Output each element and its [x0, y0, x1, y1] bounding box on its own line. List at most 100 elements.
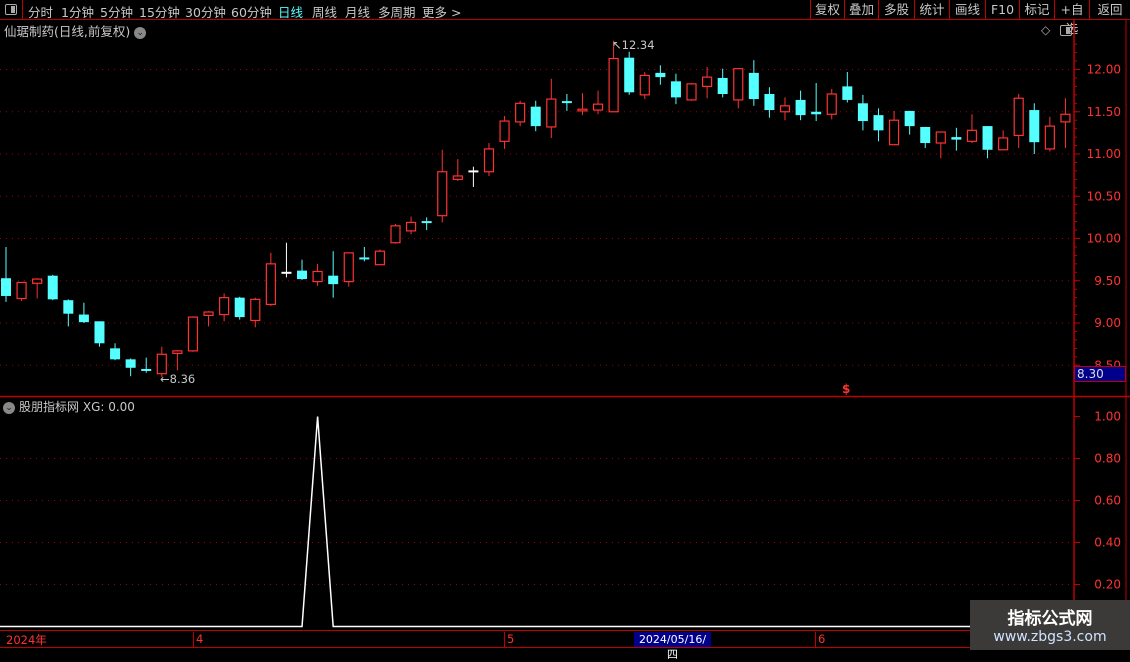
- chevron-down-icon[interactable]: ⌄: [134, 26, 147, 39]
- overlay-button[interactable]: 叠加: [844, 0, 878, 19]
- candle-body-up: [966, 129, 978, 142]
- draw-line-button[interactable]: 画线: [949, 0, 985, 19]
- period-tab-weekly[interactable]: 周线: [312, 5, 338, 20]
- period-tab-60min[interactable]: 60分钟: [231, 5, 272, 20]
- candle-body-down: [1, 278, 11, 296]
- candle-body-up: [686, 83, 697, 101]
- indicator-title[interactable]: ⌄ 股朋指标网 XG: 0.00: [3, 398, 135, 415]
- restore-rights-button[interactable]: 复权: [810, 0, 844, 19]
- date-label-year: 2024年: [6, 633, 47, 647]
- high-price-value: 12.34: [621, 38, 655, 52]
- candle-body-up: [1044, 125, 1055, 150]
- candle-body-down: [748, 72, 759, 100]
- candle-body-up: [452, 175, 463, 180]
- candle-body-up: [483, 148, 495, 173]
- candle-body-down: [857, 103, 868, 122]
- candle-body-down: [764, 94, 775, 111]
- candle-body-up: [779, 105, 791, 113]
- candle-body-down: [125, 359, 136, 368]
- period-tab-15min[interactable]: 15分钟: [139, 5, 180, 20]
- period-tab-30min[interactable]: 30分钟: [185, 5, 226, 20]
- price-axis-label: 10.00: [1087, 232, 1121, 246]
- period-tab-monthly[interactable]: 月线: [345, 5, 371, 20]
- period-tab-fenshi[interactable]: 分时: [28, 5, 54, 20]
- period-tab-5min[interactable]: 5分钟: [100, 5, 133, 20]
- candle-body-down: [670, 81, 681, 98]
- stock-name-label: 仙琚制药(日线,前复权): [4, 24, 131, 39]
- candle-body-up: [546, 98, 557, 128]
- candle-body-up: [935, 131, 946, 144]
- candle-body-up: [701, 76, 713, 88]
- watermark: 指标公式网 www.zbgs3.com: [970, 600, 1130, 650]
- candle-body-up: [405, 221, 417, 232]
- indicator-axis-label: 0.40: [1094, 536, 1121, 550]
- candle-body-down: [63, 300, 74, 314]
- candle-body-up: [592, 103, 604, 111]
- price-axis-label: 9.00: [1094, 316, 1121, 330]
- candle-body-up: [499, 120, 510, 142]
- candle-body-down: [328, 275, 339, 285]
- candle-body-up: [515, 102, 526, 123]
- candle-body-up: [16, 281, 27, 300]
- high-price-marker: ↖12.34: [612, 38, 655, 52]
- period-tab-1min[interactable]: 1分钟: [61, 5, 94, 20]
- candle-body-down: [1029, 110, 1040, 143]
- low-price-marker: ←8.36: [160, 372, 196, 386]
- back-button[interactable]: 返回: [1089, 0, 1130, 19]
- candle-body-up: [608, 57, 619, 113]
- watermark-url: www.zbgs3.com: [993, 629, 1107, 645]
- chart-title[interactable]: 仙琚制药(日线,前复权) ⌄: [4, 21, 147, 40]
- period-tab-multi[interactable]: 多周期: [378, 5, 416, 20]
- period-tab-daily[interactable]: 日线: [278, 5, 304, 20]
- price-axis-label: 11.50: [1087, 105, 1121, 119]
- candle-body-up: [172, 350, 183, 355]
- date-axis: 2024年 4 5 6 2024/05/16/四: [0, 630, 1074, 661]
- price-axis-label: 11.00: [1087, 147, 1121, 161]
- candle-body-up: [998, 137, 1009, 151]
- panel-toggle-icon[interactable]: [0, 0, 23, 19]
- candle-body-up: [265, 263, 276, 306]
- indicator-axis-label: 0.60: [1094, 494, 1121, 508]
- candle-body-down: [982, 126, 993, 150]
- candle-body-up: [639, 74, 650, 96]
- mark-button[interactable]: 标记: [1019, 0, 1054, 19]
- period-tab-more[interactable]: 更多 >: [422, 5, 462, 20]
- statistics-button[interactable]: 统计: [914, 0, 949, 19]
- candle-body-up: [156, 353, 167, 375]
- candle-body-down: [904, 110, 915, 127]
- candle-body-down: [795, 99, 806, 116]
- price-axis-label: 12.00: [1087, 63, 1121, 77]
- candle-body-down: [94, 321, 105, 344]
- candle-body-up: [219, 297, 230, 316]
- multi-stock-button[interactable]: 多股: [878, 0, 914, 19]
- candle-body-up: [1013, 97, 1024, 137]
- candle-body-up: [343, 252, 354, 283]
- candle-body-up: [733, 68, 744, 101]
- candle-body-down: [655, 72, 666, 78]
- date-label-june: 6: [815, 632, 825, 647]
- candle-body-down: [811, 111, 822, 115]
- cursor-price-tag: 8.30: [1074, 366, 1126, 382]
- candle-body-up: [187, 316, 199, 352]
- candle-body-up: [203, 311, 214, 316]
- indicator-value: XG: 0.00: [82, 400, 135, 414]
- panel-layout-icon[interactable]: [1060, 25, 1072, 36]
- candle-body-down: [234, 297, 245, 318]
- candle-body-down: [530, 106, 541, 127]
- xg-signal-line: [0, 416, 1066, 628]
- watermark-title: 指标公式网: [1007, 609, 1093, 629]
- indicator-axis-label: 0.20: [1094, 578, 1121, 592]
- candle-body-up: [250, 298, 261, 322]
- candle-body-up: [312, 270, 323, 283]
- signal-symbol: $: [842, 382, 851, 396]
- candle-body-up: [32, 278, 43, 284]
- diamond-icon[interactable]: ◇: [1041, 23, 1051, 37]
- f10-button[interactable]: F10: [985, 0, 1019, 19]
- candle-body-up: [437, 171, 448, 217]
- candle-body-down: [873, 115, 884, 131]
- candle-body-up: [374, 250, 386, 266]
- candle-body-down: [47, 275, 58, 300]
- chevron-down-icon[interactable]: ⌄: [3, 401, 15, 414]
- candle-body-down: [561, 101, 572, 104]
